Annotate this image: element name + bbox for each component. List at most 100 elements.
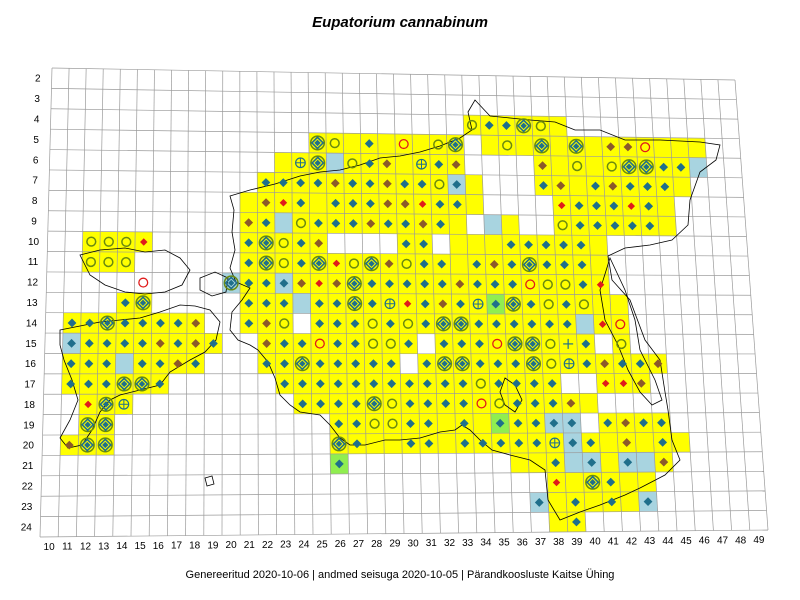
marker-diamond-in-circle	[310, 155, 326, 171]
marker-diamond-red	[601, 379, 610, 388]
marker-diamond	[333, 339, 342, 349]
marker-diamond	[567, 418, 577, 428]
grid-cell-10-41	[589, 235, 608, 256]
marker-circle	[385, 338, 396, 349]
grid-cell-13-38	[539, 294, 558, 315]
grid-col-line	[529, 76, 550, 533]
grid-cell-15-29	[381, 333, 400, 354]
marker-diamond-brown	[155, 339, 165, 348]
coastline-island-ruhnu	[204, 475, 215, 487]
marker-diamond	[472, 259, 482, 269]
marker-diamond	[191, 359, 201, 369]
grid-cell-19-34	[472, 413, 492, 434]
marker-circle	[387, 418, 398, 429]
marker-inner-diamond	[335, 440, 343, 448]
marker-diamond-brown	[621, 418, 631, 428]
marker-diamond	[512, 398, 522, 408]
column-label: 45	[681, 536, 693, 547]
grid-cell-20-28	[365, 433, 385, 454]
grid-cell-18-35	[490, 393, 509, 414]
grid-cell-11-12	[81, 251, 100, 273]
marker-outer-circle	[98, 396, 114, 412]
grid-cell-24-38	[548, 512, 568, 533]
marker-inner-diamond	[139, 299, 147, 307]
marker-diamond-in-circle	[453, 316, 469, 332]
marker-diamond	[173, 318, 183, 328]
map-footer: Genereeritud 2020-10-06 | andmed seisuga…	[185, 569, 615, 581]
marker-circle	[367, 338, 379, 349]
marker-diamond	[120, 318, 130, 328]
marker-diamond	[603, 418, 613, 428]
grid-cell-20-29	[383, 433, 403, 454]
marker-diamond	[419, 259, 429, 269]
marker-diamond-brown	[653, 359, 663, 369]
marker-diamond	[352, 419, 362, 429]
marker-diamond	[459, 399, 469, 408]
marker-outer-circle	[453, 316, 469, 332]
marker-diamond	[458, 379, 468, 388]
marker-diamond	[676, 162, 686, 172]
marker-diamond	[607, 497, 617, 507]
marker-diamond-in-circle	[311, 255, 327, 271]
marker-circle	[329, 137, 340, 149]
marker-circle	[278, 257, 289, 269]
marker-outline-diamond	[136, 296, 150, 310]
marker-diamond	[581, 339, 591, 349]
grid-col-line	[256, 71, 259, 535]
row-label: 4	[34, 114, 40, 125]
marker-diamond-brown	[262, 319, 271, 328]
row-label: 15	[25, 339, 37, 350]
marker-diamond	[460, 438, 470, 448]
marker-diamond	[561, 299, 571, 309]
marker-diamond	[332, 299, 342, 308]
marker-diamond	[542, 260, 552, 270]
marker-diamond	[298, 399, 308, 409]
row-label: 19	[23, 420, 35, 431]
marker-diamond-red	[557, 201, 566, 210]
column-label: 36	[517, 537, 529, 548]
grid-cell-6-42	[602, 156, 621, 177]
marker-diamond-in-circle	[435, 316, 451, 332]
grid-cell-11-14	[117, 252, 135, 273]
marker-outer-circle	[258, 235, 274, 251]
marker-diamond-brown	[538, 161, 547, 171]
marker-diamond	[84, 338, 94, 348]
marker-diamond	[562, 319, 572, 329]
marker-diamond	[639, 418, 648, 428]
grid-cell-19-29	[383, 413, 402, 434]
grid-cell-12-38	[538, 274, 557, 295]
marker-outline-diamond	[312, 256, 326, 271]
grid-col-line	[410, 74, 423, 534]
grid-cell-6-26	[326, 153, 344, 174]
grid-cell-5-46	[670, 137, 689, 158]
marker-diamond-in-circle	[516, 118, 532, 134]
grid-cell-13-42	[609, 294, 629, 315]
marker-diamond	[244, 258, 254, 268]
column-label: 40	[590, 537, 602, 548]
marker-diamond	[367, 299, 377, 309]
marker-diamond	[315, 379, 325, 389]
marker-inner-diamond	[314, 139, 321, 147]
marker-diamond	[244, 298, 254, 308]
grid-cell-6-27	[343, 153, 362, 174]
marker-diamond	[66, 359, 76, 369]
marker-outline-diamond	[534, 139, 549, 153]
marker-diamond	[644, 201, 654, 211]
marker-diamond-in-circle	[346, 276, 362, 292]
grid-cell-5-36	[498, 135, 517, 156]
grid-cell-15-28	[364, 333, 383, 354]
row-label: 6	[33, 155, 39, 166]
marker-diamond	[279, 339, 289, 348]
marker-diamond-in-circle	[568, 138, 584, 154]
marker-diamond	[493, 359, 503, 369]
grid-cell-21-43	[636, 452, 656, 473]
marker-outer-circle	[363, 256, 380, 272]
column-label: 10	[44, 542, 56, 553]
marker-diamond	[156, 318, 165, 328]
marker-diamond	[658, 438, 668, 447]
marker-diamond	[155, 379, 165, 389]
row-label: 9	[31, 216, 37, 227]
marker-diamond	[352, 439, 362, 449]
marker-diamond	[473, 279, 482, 289]
